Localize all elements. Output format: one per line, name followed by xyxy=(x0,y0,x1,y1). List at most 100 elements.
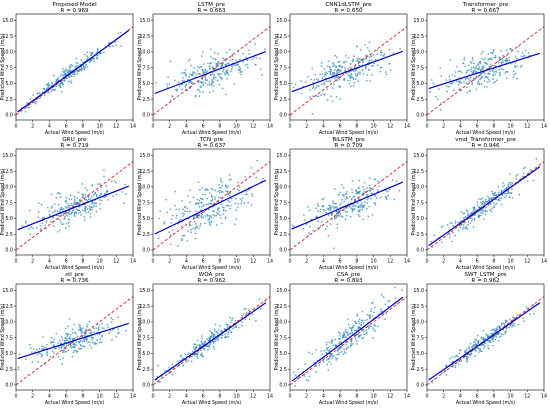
data-point xyxy=(350,207,353,209)
data-point xyxy=(474,343,477,346)
data-point xyxy=(212,78,215,81)
data-point xyxy=(357,326,360,328)
data-point xyxy=(206,197,209,200)
data-point xyxy=(200,335,203,337)
data-point xyxy=(464,65,466,68)
data-point xyxy=(203,211,206,214)
data-point xyxy=(517,323,519,326)
identity-line xyxy=(426,161,545,251)
data-point xyxy=(363,188,365,191)
data-point xyxy=(462,62,465,65)
data-point xyxy=(472,206,475,209)
data-point xyxy=(212,345,215,348)
data-point xyxy=(327,80,330,83)
data-point xyxy=(213,74,216,77)
data-point xyxy=(86,189,88,192)
data-point xyxy=(211,80,214,82)
data-point xyxy=(246,66,249,69)
data-point xyxy=(381,51,383,54)
data-point xyxy=(363,191,365,193)
x-tick-label: 0 xyxy=(14,394,17,400)
plot-frame xyxy=(289,283,408,391)
data-point xyxy=(192,71,195,73)
data-point xyxy=(239,198,242,201)
data-point xyxy=(371,214,374,216)
data-point xyxy=(353,81,356,84)
data-point xyxy=(227,331,230,333)
data-point xyxy=(200,55,203,58)
data-point xyxy=(366,198,369,201)
data-point xyxy=(368,50,371,52)
data-point xyxy=(374,204,377,206)
data-point xyxy=(307,206,309,208)
data-point xyxy=(355,322,358,325)
data-point xyxy=(25,221,27,224)
data-point xyxy=(220,337,223,339)
data-point xyxy=(182,357,184,360)
data-point xyxy=(515,175,518,177)
y-tick-label: 5.0 xyxy=(142,81,150,87)
data-point xyxy=(219,177,222,180)
data-point xyxy=(472,70,475,73)
data-point xyxy=(209,202,212,205)
data-point xyxy=(215,224,218,226)
data-point xyxy=(77,64,79,67)
data-point xyxy=(86,51,89,53)
data-point xyxy=(308,351,310,354)
data-point xyxy=(489,70,491,73)
data-point xyxy=(103,175,105,178)
data-point xyxy=(256,159,258,162)
data-point xyxy=(454,75,456,78)
x-tick-label: 14 xyxy=(267,259,273,265)
data-point xyxy=(95,342,98,345)
y-tick-label: 5.0 xyxy=(279,216,287,222)
data-point xyxy=(501,57,503,60)
data-point xyxy=(504,188,506,191)
data-point xyxy=(236,188,239,191)
data-point xyxy=(103,196,106,199)
x-tick-label: 10 xyxy=(508,394,514,400)
data-point xyxy=(86,195,89,198)
data-point xyxy=(176,245,179,247)
data-point xyxy=(78,205,81,208)
data-point xyxy=(497,199,500,201)
data-point xyxy=(216,79,219,82)
data-point xyxy=(75,351,78,353)
data-point xyxy=(372,188,374,190)
data-point xyxy=(365,331,368,334)
data-point xyxy=(32,94,34,96)
data-point xyxy=(202,81,204,84)
data-point xyxy=(209,56,212,58)
data-point xyxy=(59,209,62,211)
data-point xyxy=(340,350,343,353)
data-point xyxy=(62,83,64,85)
data-point xyxy=(247,201,250,204)
data-point xyxy=(489,73,491,75)
data-point xyxy=(330,342,333,345)
data-point xyxy=(451,366,454,368)
data-point xyxy=(95,205,98,208)
data-point xyxy=(483,76,486,79)
data-point xyxy=(79,63,82,66)
data-point xyxy=(217,332,219,335)
data-point xyxy=(445,365,447,367)
data-point xyxy=(186,239,189,242)
data-point xyxy=(214,189,217,192)
x-tick-label: 8 xyxy=(81,124,84,130)
data-point xyxy=(363,181,366,184)
data-point xyxy=(84,208,87,211)
data-point xyxy=(65,201,67,203)
y-tick-label: 2.5 xyxy=(142,97,150,103)
data-point xyxy=(224,73,227,76)
data-point xyxy=(492,82,495,84)
data-point xyxy=(494,81,497,83)
data-point xyxy=(478,349,481,352)
data-point xyxy=(231,68,233,70)
data-point xyxy=(196,73,199,76)
data-point xyxy=(58,85,61,87)
data-point xyxy=(492,340,495,343)
data-point xyxy=(190,231,192,234)
data-point xyxy=(483,86,486,88)
data-point xyxy=(83,65,85,68)
y-tick-label: 10.0 xyxy=(276,185,287,191)
